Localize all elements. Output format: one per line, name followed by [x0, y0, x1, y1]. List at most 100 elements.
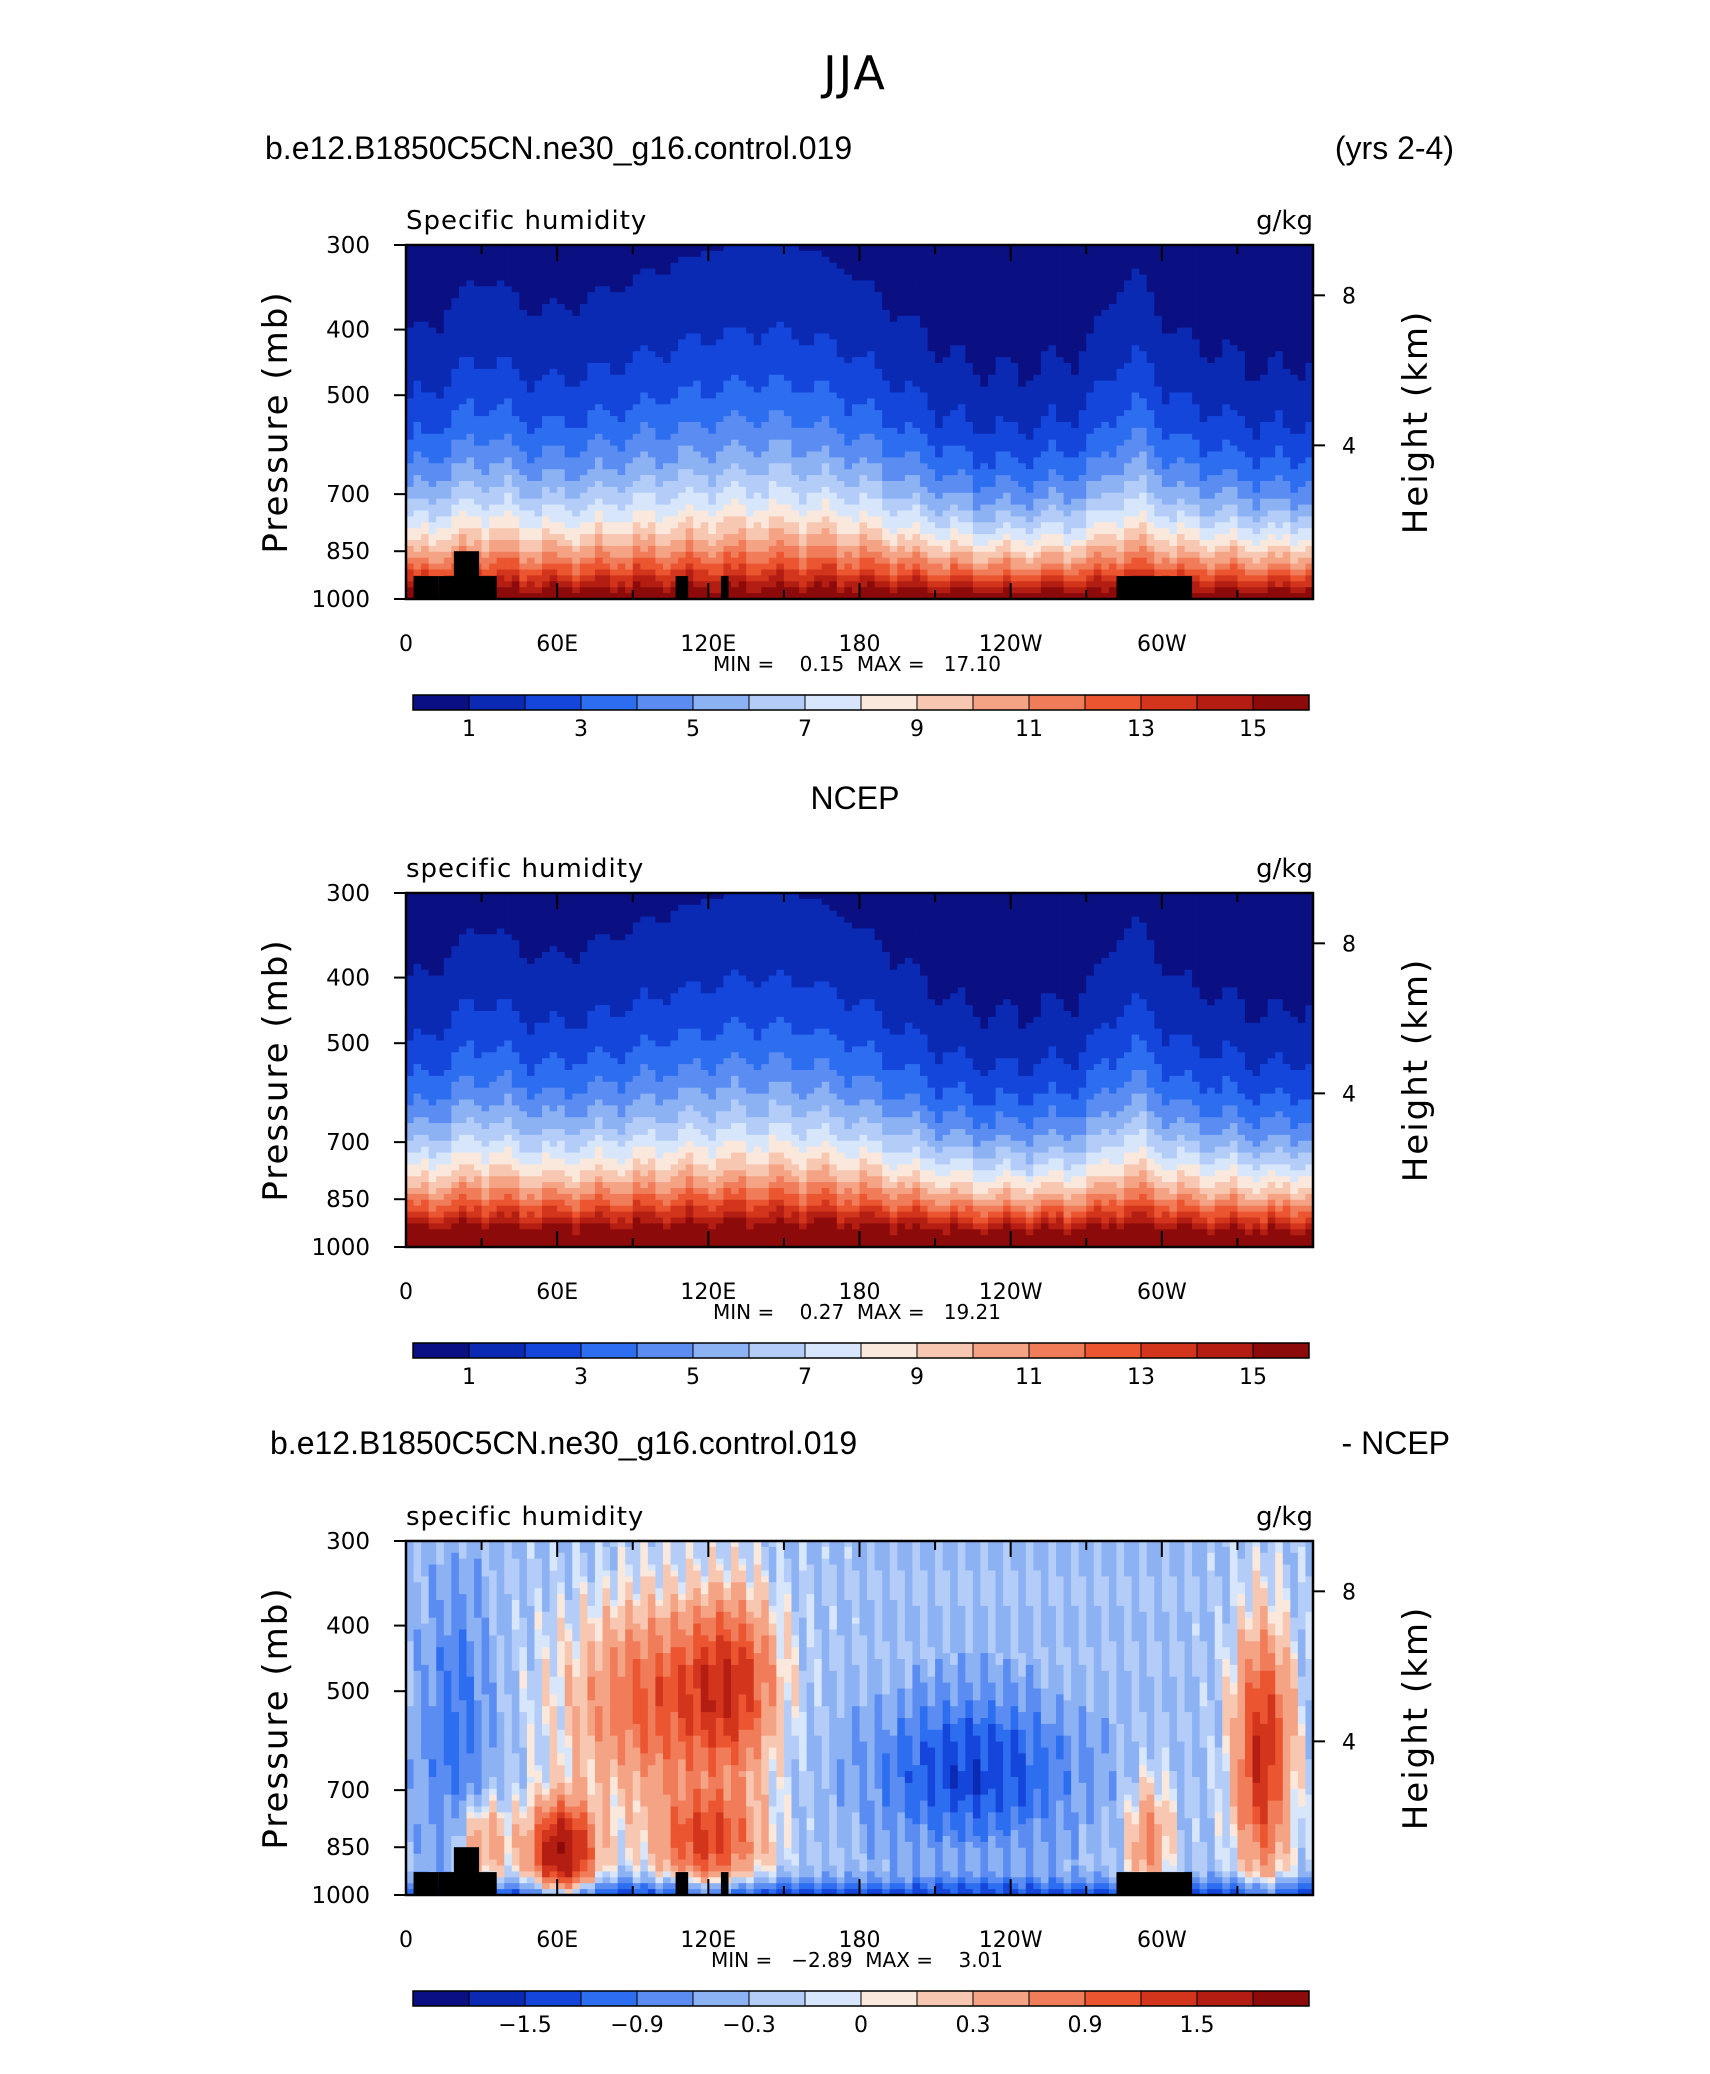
field-cell — [904, 280, 914, 287]
field-cell — [1154, 457, 1163, 464]
field-cell — [995, 292, 1004, 299]
field-cell — [1116, 410, 1125, 417]
field-cell — [1056, 463, 1065, 470]
field-cell — [1146, 392, 1155, 399]
field-cell — [935, 333, 944, 340]
field-cell — [443, 298, 452, 305]
field-cell — [1018, 250, 1027, 258]
field-cell — [443, 357, 452, 364]
field-cell — [889, 386, 898, 394]
field-cell — [1169, 433, 1178, 441]
field-cell — [617, 256, 626, 264]
field-cell — [1199, 427, 1208, 435]
field-cell — [844, 433, 853, 441]
field-cell — [1222, 333, 1231, 340]
field-cell — [662, 351, 672, 358]
field-cell — [504, 256, 513, 264]
field-cell — [496, 363, 505, 370]
field-cell — [451, 309, 460, 317]
field-cell — [1033, 380, 1042, 388]
field-cell — [610, 315, 619, 323]
field-cell — [1184, 386, 1193, 394]
field-cell — [867, 380, 876, 388]
field-cell — [1139, 451, 1148, 458]
field-cell — [972, 451, 982, 458]
field-cell — [519, 268, 528, 276]
field-cell — [1078, 298, 1087, 305]
field-cell — [708, 451, 717, 458]
field-cell — [1161, 250, 1170, 258]
field-cell — [451, 410, 460, 417]
field-cell — [549, 345, 558, 352]
field-cell — [942, 392, 951, 399]
field-cell — [1267, 451, 1276, 458]
field-cell — [662, 309, 672, 317]
field-cell — [904, 268, 914, 276]
field-cell — [814, 304, 823, 311]
field-cell — [904, 457, 914, 464]
field-cell — [1003, 457, 1012, 464]
field-cell — [1116, 268, 1125, 276]
field-cell — [1214, 280, 1223, 287]
field-cell — [489, 410, 498, 417]
field-cell — [1139, 321, 1148, 329]
field-cell — [572, 345, 581, 352]
field-cell — [458, 416, 468, 423]
field-cell — [443, 268, 452, 276]
field-cell — [421, 357, 430, 364]
field-cell — [458, 433, 468, 441]
field-cell — [897, 427, 906, 435]
field-cell — [511, 404, 520, 411]
field-cell — [768, 368, 777, 376]
field-cell — [443, 339, 452, 346]
field-cell — [655, 451, 664, 458]
field-cell — [927, 280, 936, 287]
field-cell — [783, 439, 793, 447]
field-cell — [1078, 422, 1087, 429]
field-cell — [1086, 433, 1095, 441]
field-cell — [1222, 268, 1231, 276]
field-cell — [904, 262, 914, 270]
field-cell — [708, 351, 717, 358]
field-cell — [1176, 351, 1186, 358]
field-cell — [708, 345, 717, 352]
field-cell — [451, 404, 460, 411]
field-cell — [1124, 363, 1133, 370]
field-cell — [1139, 475, 1148, 482]
field-cell — [451, 457, 460, 464]
field-cell — [935, 416, 944, 423]
field-cell — [935, 357, 944, 364]
field-cell — [708, 427, 717, 435]
field-cell — [1237, 422, 1246, 429]
field-cell — [1086, 345, 1095, 352]
field-cell — [1229, 292, 1239, 299]
field-cell — [534, 380, 543, 388]
field-cell — [579, 315, 588, 323]
field-cell — [451, 245, 460, 252]
field-cell — [814, 280, 823, 287]
field-cell — [466, 315, 475, 323]
field-cell — [814, 274, 823, 281]
field-cell — [950, 357, 959, 364]
field-cell — [579, 374, 588, 382]
field-cell — [897, 392, 906, 399]
field-cell — [602, 410, 611, 417]
field-cell — [481, 268, 490, 276]
field-cell — [723, 327, 732, 335]
field-cell — [610, 250, 619, 258]
field-cell — [1131, 445, 1140, 453]
field-cell — [496, 380, 505, 388]
field-cell — [678, 416, 687, 423]
field-cell — [406, 256, 415, 264]
field-cell — [1071, 410, 1080, 417]
field-cell — [1244, 374, 1254, 382]
field-cell — [1207, 256, 1216, 264]
field-cell — [662, 262, 672, 270]
field-cell — [700, 339, 709, 346]
field-cell — [587, 433, 596, 441]
field-cell — [814, 374, 823, 382]
field-cell — [791, 339, 800, 346]
field-cell — [458, 392, 468, 399]
field-cell — [1267, 368, 1276, 376]
field-cell — [715, 339, 725, 346]
